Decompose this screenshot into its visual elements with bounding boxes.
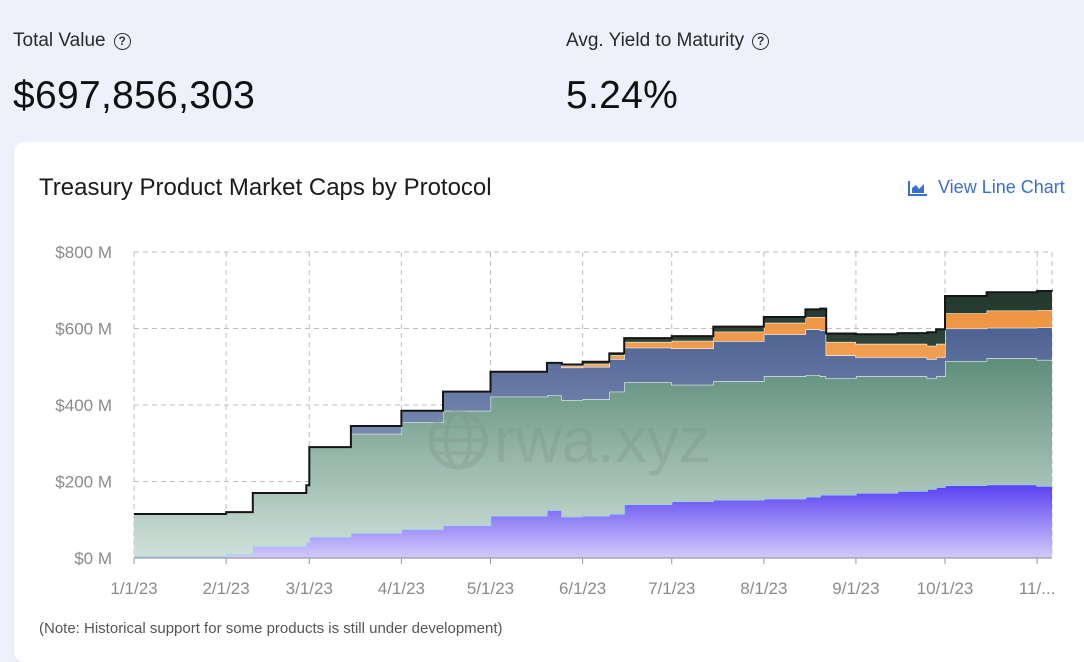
- help-icon[interactable]: ?: [752, 32, 770, 50]
- avg-yield-stat: Avg. Yield to Maturity ? 5.24%: [566, 30, 770, 118]
- total-value-label: Total Value: [13, 30, 106, 51]
- chart-title: Treasury Product Market Caps by Protocol: [39, 174, 492, 201]
- total-value-stat: Total Value ? $697,856,303: [13, 30, 255, 118]
- avg-yield-label: Avg. Yield to Maturity: [566, 30, 745, 51]
- chart-card: Treasury Product Market Caps by Protocol…: [14, 142, 1084, 662]
- chart-note: (Note: Historical support for some produ…: [39, 620, 503, 637]
- view-line-chart-label: View Line Chart: [938, 177, 1065, 197]
- view-line-chart-button[interactable]: View Line Chart: [907, 177, 1065, 198]
- avg-yield-label-row: Avg. Yield to Maturity ?: [566, 30, 770, 52]
- total-value-amount: $697,856,303: [13, 74, 256, 117]
- help-icon[interactable]: ?: [113, 32, 131, 50]
- total-value-label-row: Total Value ?: [13, 30, 255, 52]
- avg-yield-amount: 5.24%: [566, 74, 679, 117]
- line-chart-icon: [908, 180, 927, 196]
